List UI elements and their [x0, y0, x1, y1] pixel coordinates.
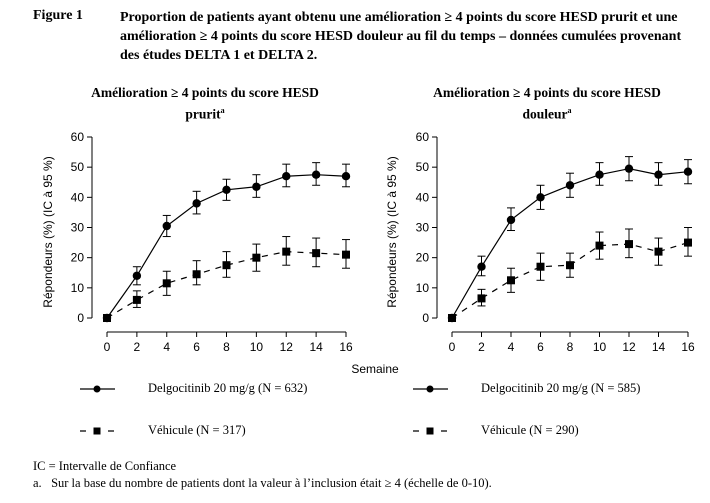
data-point-circle: [683, 167, 693, 176]
data-point-square: [192, 270, 201, 279]
data-point-square: [222, 261, 231, 270]
data-point-circle: [624, 164, 634, 173]
y-tick-label: 40: [71, 190, 85, 204]
y-tick-label: 0: [422, 311, 429, 325]
x-tick-label: 14: [309, 340, 323, 354]
chart-panel-prurit: 0 10 20 30 40 50 60 0 2 4 6 8 10 12 14 16: [71, 130, 353, 354]
legend-label-delgocitinib-right: Delgocitinib 20 mg/g (N = 585): [481, 381, 641, 395]
data-point-square: [132, 295, 141, 304]
figure-label: Figure 1: [33, 8, 83, 23]
data-point-circle: [341, 172, 351, 181]
chart-panel-douleur: 0 10 20 30 40 50 60 0 2 4 6 8 10 12 14 16: [416, 130, 695, 354]
footnote-a-marker: a.: [33, 476, 42, 490]
y-axis-label: Répondeurs (%) (IC à 95 %): [41, 156, 55, 307]
data-point-square: [448, 314, 456, 322]
data-point-square: [595, 241, 604, 250]
data-point-square: [477, 294, 486, 303]
y-tick-label: 20: [71, 251, 85, 265]
x-tick-label: 8: [567, 340, 574, 354]
x-tick-label: 14: [652, 340, 666, 354]
data-point-circle: [222, 185, 231, 194]
x-tick-label: 10: [593, 340, 607, 354]
legend-label-delgocitinib-left: Delgocitinib 20 mg/g (N = 632): [148, 381, 308, 395]
data-point-square: [625, 240, 633, 249]
y-tick-label: 60: [416, 130, 430, 144]
data-point-square: [342, 250, 350, 259]
data-point-circle: [565, 181, 575, 190]
legend-marker-square-left: [93, 427, 101, 435]
y-tick-label: 10: [71, 281, 85, 295]
x-tick-label: 12: [280, 340, 294, 354]
x-tick-label: 12: [622, 340, 636, 354]
legend-label-vehicule-left: Véhicule (N = 317): [148, 423, 246, 437]
x-tick-label: 10: [250, 340, 264, 354]
data-point-square: [312, 249, 321, 258]
data-point-square: [654, 247, 663, 256]
chart-title-line1: Amélioration ≥ 4 points du score HESD: [433, 85, 661, 100]
data-point-circle: [282, 172, 291, 181]
y-tick-label: 10: [416, 281, 430, 295]
data-point-circle: [252, 182, 261, 191]
data-point-circle: [192, 199, 201, 208]
footnote-a: a. Sur la base du nombre de patients don…: [33, 476, 492, 491]
x-tick-label: 6: [193, 340, 200, 354]
chart-title-prurit: Amélioration ≥ 4 points du score HESD pr…: [50, 84, 360, 124]
data-point-circle: [595, 170, 604, 179]
y-tick-label: 50: [71, 160, 85, 174]
legend: [80, 385, 448, 435]
x-tick-label: 16: [681, 340, 695, 354]
x-tick-label: 4: [163, 340, 170, 354]
footnote-ic: IC = Intervalle de Confiance: [33, 459, 177, 473]
x-tick-label: 2: [478, 340, 485, 354]
data-point-circle: [506, 215, 516, 225]
chart-title-douleur: Amélioration ≥ 4 points du score HESD do…: [392, 84, 702, 124]
legend-marker-circle-right: [426, 385, 434, 393]
y-tick-label: 60: [71, 130, 85, 144]
y-tick-label: 40: [416, 190, 430, 204]
x-tick-label: 16: [339, 340, 353, 354]
data-point-square: [282, 247, 291, 256]
chart-title-line2: douleur: [522, 106, 568, 122]
data-point-circle: [477, 262, 486, 271]
data-point-square: [684, 238, 692, 247]
chart-title-superscript: a: [567, 106, 572, 115]
y-tick-label: 50: [416, 160, 430, 174]
y-tick-label: 30: [71, 221, 85, 235]
y-axis-label: Répondeurs (%) (IC à 95 %): [385, 156, 399, 307]
x-tick-label: 4: [508, 340, 515, 354]
x-tick-label: 0: [449, 340, 456, 354]
data-point-square: [507, 276, 515, 285]
y-tick-label: 30: [416, 221, 430, 235]
x-tick-label: 8: [223, 340, 230, 354]
legend-label-vehicule-right: Véhicule (N = 290): [481, 423, 579, 437]
data-point-square: [566, 261, 574, 270]
data-point-circle: [654, 170, 663, 179]
x-tick-label: 6: [537, 340, 544, 354]
data-point-circle: [311, 170, 321, 179]
data-point-square: [536, 262, 545, 271]
data-point-square: [103, 314, 111, 322]
data-point-circle: [536, 193, 545, 202]
figure-title: Proportion de patients ayant obtenu une …: [120, 10, 682, 63]
data-point-square: [162, 279, 171, 288]
data-point-square: [252, 253, 261, 262]
chart-title-superscript: a: [220, 106, 225, 115]
chart-title-line1: Amélioration ≥ 4 points du score HESD: [91, 85, 319, 100]
data-point-circle: [132, 271, 142, 280]
footnote-a-text: Sur la base du nombre de patients dont l…: [51, 476, 492, 490]
legend-marker-square-right: [426, 427, 434, 435]
chart-title-line2: prurit: [185, 106, 221, 122]
legend-marker-circle-left: [93, 385, 101, 393]
data-point-circle: [162, 221, 171, 231]
x-axis-label: Semaine: [351, 362, 399, 376]
x-tick-label: 0: [104, 340, 111, 354]
y-tick-label: 20: [416, 251, 430, 265]
y-tick-label: 0: [77, 311, 84, 325]
x-tick-label: 2: [134, 340, 141, 354]
